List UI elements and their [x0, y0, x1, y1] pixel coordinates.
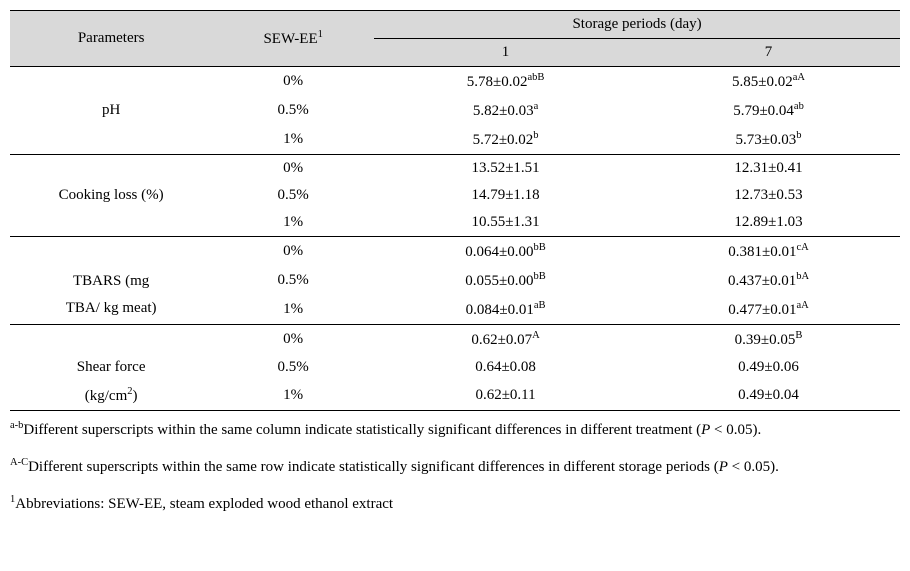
- param-cooking-loss: Cooking loss (%): [10, 182, 212, 209]
- cell-sewee: 1%: [212, 209, 374, 237]
- param-tbars-line2: TBA/ kg meat): [10, 295, 212, 325]
- cell-value: 0.49±0.06: [637, 354, 900, 381]
- cell-value: 5.73±0.03b: [637, 125, 900, 155]
- cell-sewee: 1%: [212, 125, 374, 155]
- cell-value: 12.31±0.41: [637, 155, 900, 183]
- cell-value: 5.79±0.04ab: [637, 96, 900, 125]
- cell-value: 12.73±0.53: [637, 182, 900, 209]
- cell-value: 0.49±0.04: [637, 381, 900, 411]
- cell-value: 0.084±0.01aB: [374, 295, 637, 325]
- cell-value: 5.78±0.02abB: [374, 67, 637, 97]
- cell-sewee: 0%: [212, 155, 374, 183]
- param-tbars-line1: TBARS (mg: [10, 237, 212, 296]
- cell-value: 5.72±0.02b: [374, 125, 637, 155]
- cell-value: 12.89±1.03: [637, 209, 900, 237]
- header-sewee-label: SEW-EE: [263, 31, 317, 47]
- cell-value: 0.477±0.01aA: [637, 295, 900, 325]
- header-sewee: SEW-EE1: [212, 11, 374, 67]
- cell-sewee: 0.5%: [212, 266, 374, 295]
- header-day1: 1: [374, 39, 637, 67]
- cell-value: 0.62±0.07A: [374, 325, 637, 355]
- cell-value: 0.62±0.11: [374, 381, 637, 411]
- footnote-AC: A-CDifferent superscripts within the sam…: [10, 454, 900, 481]
- header-parameters: Parameters: [10, 11, 212, 67]
- footnote-abbrev: 1Abbreviations: SEW-EE, steam exploded w…: [10, 491, 900, 518]
- cell-value: 5.82±0.03a: [374, 96, 637, 125]
- cell-value: 13.52±1.51: [374, 155, 637, 183]
- cell-sewee: 0.5%: [212, 354, 374, 381]
- param-ph: pH: [10, 96, 212, 125]
- cell-sewee: 0%: [212, 325, 374, 355]
- cell-sewee: 0.5%: [212, 96, 374, 125]
- cell-value: 0.39±0.05B: [637, 325, 900, 355]
- results-table: Parameters SEW-EE1 Storage periods (day)…: [10, 10, 900, 411]
- footnotes: a-bDifferent superscripts within the sam…: [10, 417, 900, 518]
- header-storage-periods: Storage periods (day): [374, 11, 900, 39]
- cell-value: 5.85±0.02aA: [637, 67, 900, 97]
- footnote-ab: a-bDifferent superscripts within the sam…: [10, 417, 900, 444]
- param-shear-line2: (kg/cm2): [10, 381, 212, 411]
- cell-value: 0.381±0.01cA: [637, 237, 900, 267]
- cell-sewee: 1%: [212, 295, 374, 325]
- cell-value: 10.55±1.31: [374, 209, 637, 237]
- cell-sewee: 1%: [212, 381, 374, 411]
- param-shear-line1: Shear force: [10, 325, 212, 382]
- header-sewee-sup: 1: [318, 29, 323, 40]
- header-day7: 7: [637, 39, 900, 67]
- cell-value: 0.064±0.00bB: [374, 237, 637, 267]
- cell-value: 14.79±1.18: [374, 182, 637, 209]
- cell-value: 0.64±0.08: [374, 354, 637, 381]
- cell-sewee: 0.5%: [212, 182, 374, 209]
- cell-sewee: 0%: [212, 237, 374, 267]
- cell-value: 0.437±0.01bA: [637, 266, 900, 295]
- cell-value: 0.055±0.00bB: [374, 266, 637, 295]
- cell-sewee: 0%: [212, 67, 374, 97]
